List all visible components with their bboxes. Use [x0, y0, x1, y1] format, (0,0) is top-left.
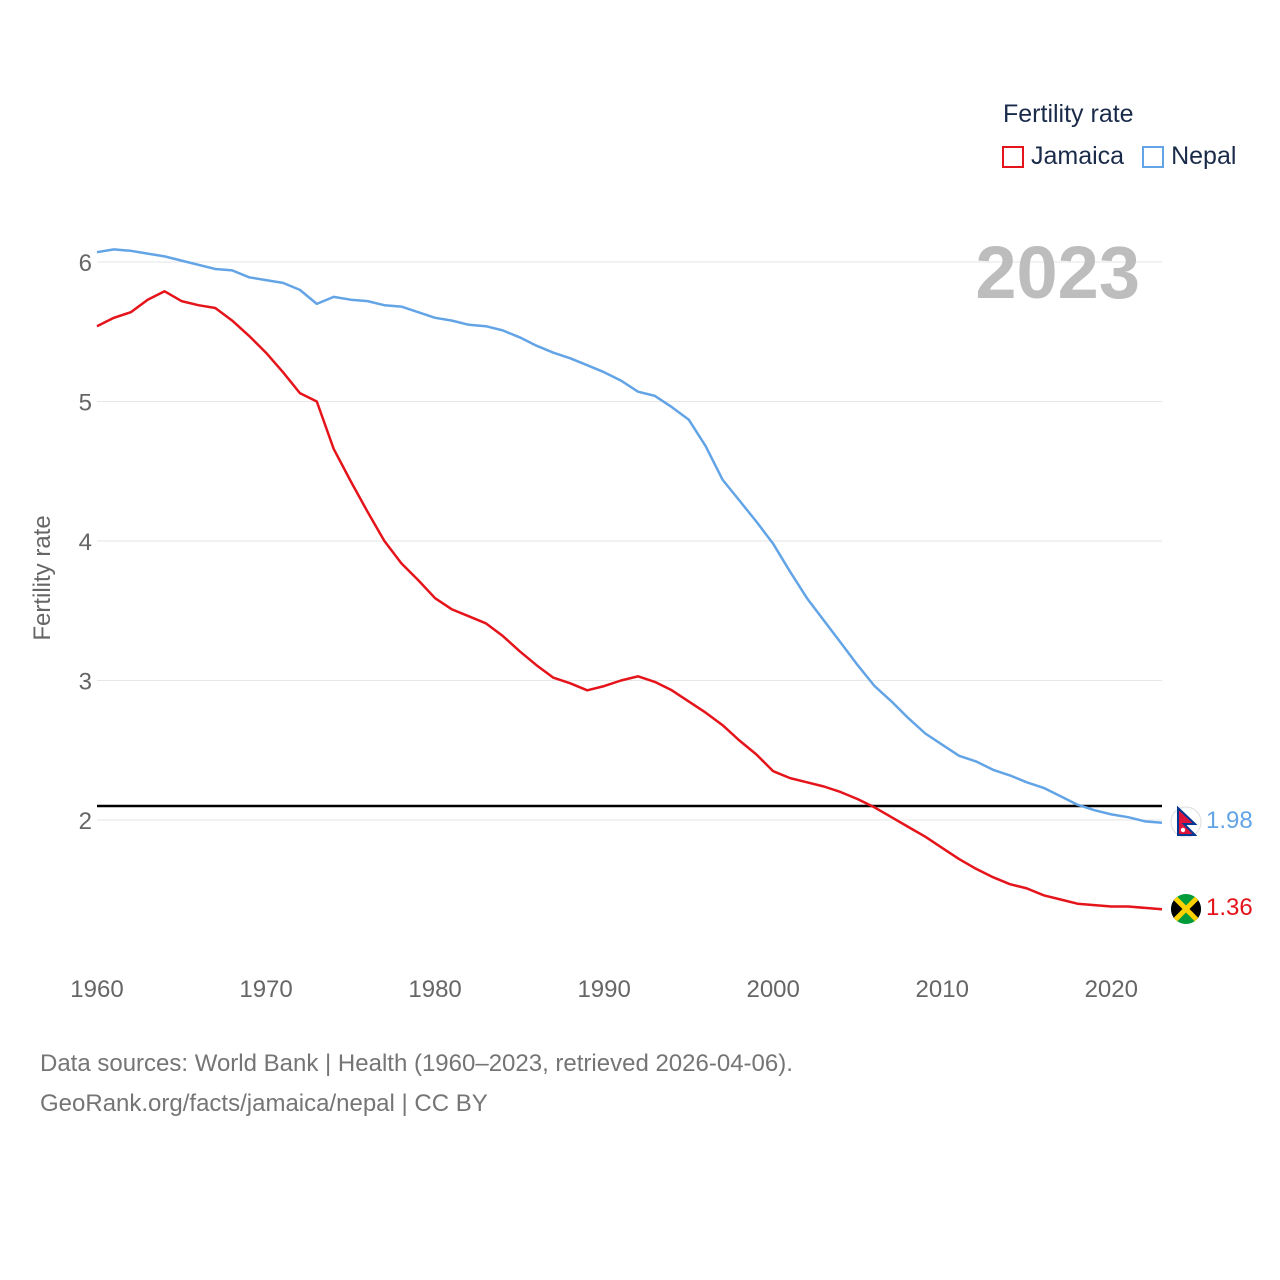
legend-label-nepal: Nepal: [1171, 142, 1237, 170]
series-line-nepal: [96, 248, 1163, 825]
legend-label-jamaica: Jamaica: [1031, 142, 1125, 170]
sources-line-2[interactable]: GeoRank.org/facts/jamaica/nepal | CC BY: [40, 1090, 488, 1117]
nepal-end-value: 1.98: [1206, 807, 1253, 834]
legend: Jamaica Nepal: [1002, 142, 1254, 171]
end-markers: 1.98 1.36: [1170, 805, 1253, 924]
legend-swatch-nepal: [1142, 145, 1165, 168]
x-tick-label: 2020: [1085, 976, 1138, 1003]
x-tick-label: 1990: [577, 976, 630, 1003]
x-tick-label: 1970: [239, 976, 292, 1003]
year-watermark: 2023: [975, 231, 1140, 314]
x-tick-label: 1960: [70, 976, 123, 1003]
legend-item-nepal[interactable]: Nepal: [1142, 142, 1236, 171]
series-lines: [96, 248, 1163, 911]
legend-item-jamaica[interactable]: Jamaica: [1002, 142, 1124, 171]
y-tick-label: 4: [79, 529, 92, 556]
y-tick-label: 5: [79, 390, 92, 417]
legend-swatch-jamaica: [1002, 145, 1024, 168]
series-line-jamaica: [96, 290, 1163, 911]
y-tick-label: 3: [79, 669, 92, 696]
x-tick-label: 2000: [746, 976, 799, 1003]
jamaica-end-value: 1.36: [1206, 894, 1253, 921]
y-axis-ticks: 2 3 4 5 6: [79, 250, 92, 835]
sources-line-1: Data sources: World Bank | Health (1960–…: [40, 1050, 793, 1077]
x-tick-label: 1980: [408, 976, 461, 1003]
nepal-flag-icon: [1170, 805, 1202, 838]
jamaica-flag-icon: [1171, 894, 1201, 924]
gridlines: [97, 261, 1162, 821]
x-tick-label: 2010: [916, 976, 969, 1003]
sources: Data sources: World Bank | Health (1960–…: [40, 1044, 793, 1124]
x-axis-ticks: 1960 1970 1980 1990 2000 2010 2020: [70, 976, 1138, 1003]
y-axis-label: Fertility rate: [29, 515, 56, 640]
legend-title: Fertility rate: [1003, 100, 1134, 128]
y-tick-label: 6: [79, 250, 92, 277]
y-tick-label: 2: [79, 808, 92, 835]
